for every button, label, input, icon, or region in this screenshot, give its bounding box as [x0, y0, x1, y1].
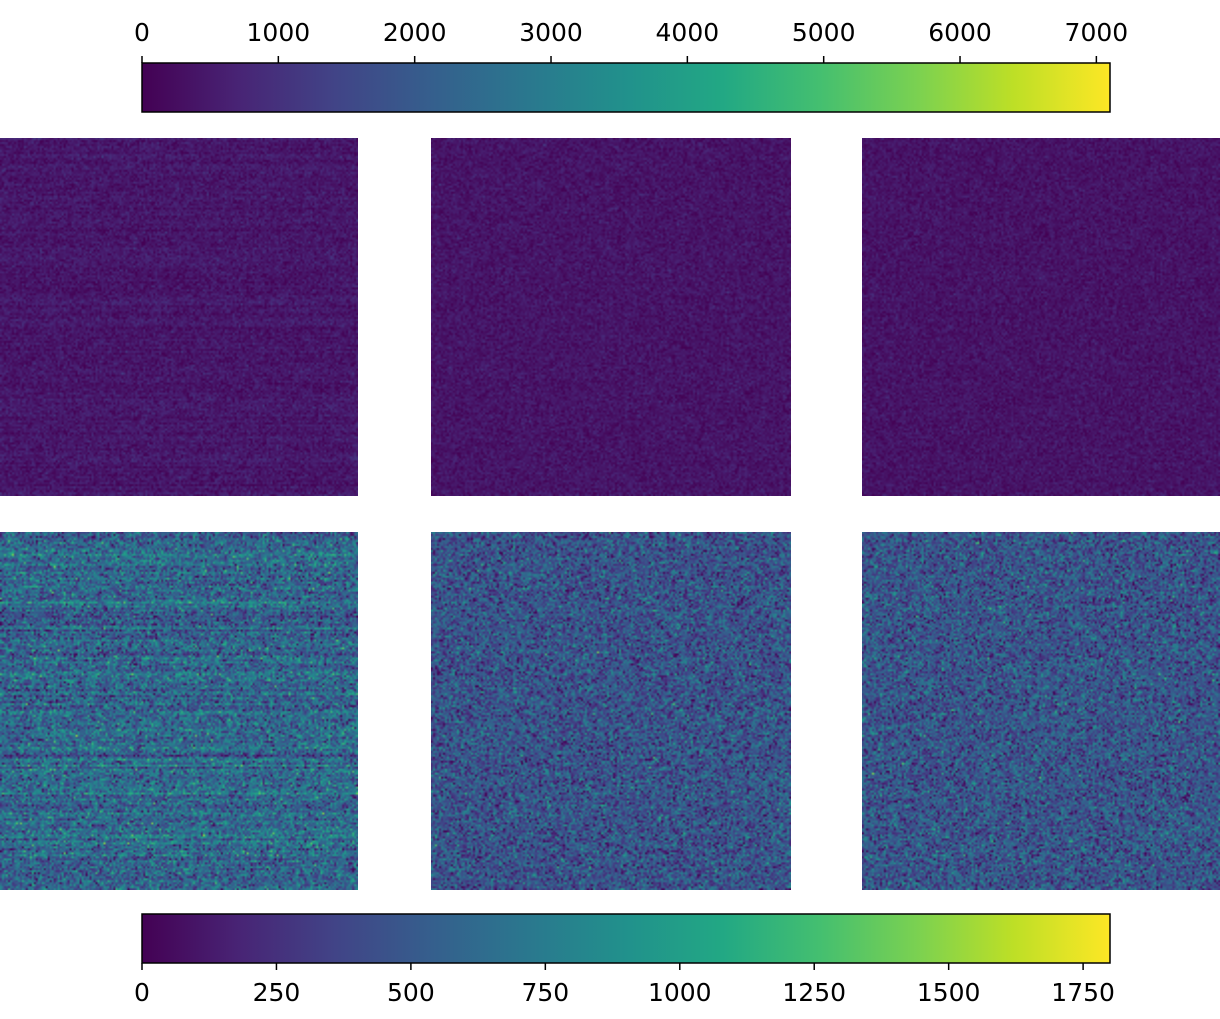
- colorbar-top: 0 1000 2000 3000 4000 5000 6000 7000: [134, 18, 1128, 113]
- colorbar-tick-label: 6000: [928, 18, 992, 47]
- colorbar-bottom-ticks: 0 250 500 750 1000 1250 1500 1750: [134, 963, 1115, 1007]
- panel-row1-col0: [0, 532, 358, 890]
- colorbar-bottom: 0 250 500 750 1000 1250 1500 1750: [134, 913, 1115, 1007]
- colorbar-tick-label: 0: [134, 978, 150, 1007]
- colorbar-top-ticks: 0 1000 2000 3000 4000 5000 6000 7000: [134, 18, 1128, 63]
- colorbar-tick-label: 1000: [648, 978, 712, 1007]
- colorbar-tick-label: 250: [253, 978, 301, 1007]
- colorbar-tick-label: 3000: [519, 18, 583, 47]
- colorbar-tick-label: 4000: [656, 18, 720, 47]
- colorbar-tick-label: 500: [387, 978, 435, 1007]
- heatmap-image: [862, 532, 1220, 890]
- colorbar-tick-label: 7000: [1065, 18, 1129, 47]
- colorbar-tick-label: 1750: [1051, 978, 1115, 1007]
- heatmap-image: [0, 138, 358, 496]
- colorbar-tick-label: 0: [134, 18, 150, 47]
- heatmap-image: [431, 138, 791, 496]
- colorbar-top-gradient: [141, 62, 1111, 113]
- colorbar-tick-label: 1250: [782, 978, 846, 1007]
- heatmap-image: [862, 138, 1220, 496]
- colorbar-tick-label: 5000: [792, 18, 856, 47]
- colorbar-tick-label: 2000: [383, 18, 447, 47]
- heatmap-panels: [0, 138, 1220, 890]
- panel-row1-col2: [862, 532, 1220, 890]
- colorbar-tick-label: 1000: [247, 18, 311, 47]
- panel-row0-col0: [0, 138, 358, 496]
- panel-row0-col2: [862, 138, 1220, 496]
- panel-row0-col1: [431, 138, 791, 496]
- panel-row1-col1: [431, 532, 791, 890]
- heatmap-image: [0, 532, 358, 890]
- heatmap-image: [431, 532, 791, 890]
- colorbar-tick-label: 750: [521, 978, 569, 1007]
- colorbar-tick-label: 1500: [917, 978, 981, 1007]
- colorbar-bottom-gradient: [141, 913, 1111, 964]
